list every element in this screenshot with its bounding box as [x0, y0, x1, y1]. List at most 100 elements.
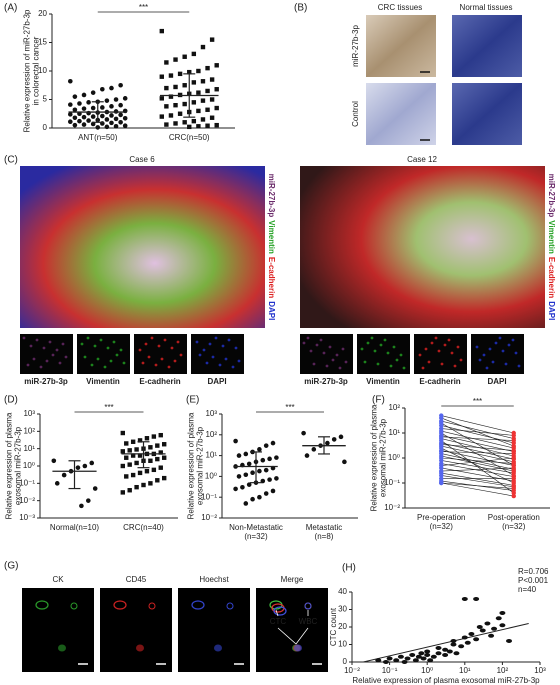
signal-dot — [309, 349, 313, 353]
point — [109, 113, 114, 118]
signal-dot — [302, 341, 306, 345]
point — [205, 107, 210, 112]
point — [81, 92, 87, 98]
signal-dot — [112, 340, 116, 344]
fluorescence-image — [20, 166, 265, 328]
point — [196, 90, 201, 95]
signal-dot — [418, 353, 422, 357]
x-tick-label: 10⁻¹ — [382, 666, 398, 675]
panel-label: (H) — [342, 563, 356, 574]
point — [458, 644, 465, 649]
pair-line — [441, 445, 514, 463]
point — [144, 469, 150, 474]
point — [435, 646, 442, 650]
y-tick-label: 10¹ — [388, 428, 400, 437]
micrograph — [452, 15, 522, 77]
point — [164, 85, 169, 91]
point — [257, 494, 262, 500]
point — [151, 467, 157, 473]
signal-dot — [179, 353, 183, 357]
point — [409, 653, 416, 657]
point — [257, 468, 262, 474]
point — [134, 484, 139, 490]
point — [257, 447, 262, 452]
signal-dot — [392, 345, 396, 349]
panel-label: (D) — [4, 395, 18, 406]
signal-dot — [319, 338, 323, 342]
signal-dot — [39, 365, 43, 369]
point — [511, 493, 516, 499]
point — [164, 122, 169, 127]
point — [109, 85, 114, 91]
y-tick-label: 10⁻² — [384, 503, 400, 512]
point — [124, 474, 129, 479]
point — [191, 100, 197, 105]
signal-dot — [488, 347, 492, 351]
significance-label: *** — [139, 3, 148, 12]
point — [214, 87, 219, 92]
point — [246, 461, 252, 467]
panel-label: (B) — [294, 3, 307, 14]
signal-dot — [328, 345, 332, 349]
signal-dot — [221, 344, 225, 348]
point — [54, 481, 60, 486]
point — [141, 482, 146, 488]
point — [177, 111, 183, 116]
channel-image — [300, 334, 353, 374]
channel-label: miR-27b-3p — [24, 377, 68, 386]
point — [488, 633, 495, 638]
signal-dot — [395, 358, 399, 362]
point — [168, 113, 174, 118]
point — [246, 482, 252, 487]
point — [191, 51, 197, 57]
y-tick-label: 10⁻² — [201, 513, 217, 522]
point — [137, 438, 143, 443]
point — [173, 57, 178, 62]
x-tick-label: Normal(n=10) — [50, 523, 99, 532]
signal-dot — [511, 338, 515, 342]
pair-line — [441, 420, 514, 439]
annotation: n=40 — [518, 585, 537, 594]
y-tick-label: 15 — [38, 38, 47, 47]
point — [214, 105, 219, 111]
point — [113, 97, 119, 102]
point — [127, 488, 132, 493]
case-label: Case 12 — [407, 155, 437, 164]
y-tick-label: 10⁰ — [205, 472, 217, 481]
point — [164, 60, 169, 65]
signal-dot — [205, 361, 209, 365]
channel-label: CD45 — [126, 575, 147, 584]
signal-dot — [237, 359, 241, 363]
cell-label: WBC — [299, 617, 318, 626]
cell — [214, 644, 222, 652]
signal-dot — [48, 340, 52, 344]
y-axis-title: Relative expression of plasmaexosomal mi… — [5, 412, 23, 519]
channel-label: DAPI — [207, 377, 226, 386]
point — [267, 456, 272, 462]
signal-dot — [99, 338, 103, 342]
y-tick-label: 0 — [343, 657, 348, 666]
panel-label: (F) — [372, 395, 385, 406]
point — [68, 78, 73, 84]
point — [304, 453, 310, 458]
signal-dot — [437, 349, 441, 353]
signal-dot — [494, 341, 498, 345]
signal-dot — [115, 353, 119, 357]
annotation: P<0.001 — [518, 576, 549, 585]
point — [148, 458, 153, 463]
point — [375, 658, 382, 663]
point — [233, 486, 238, 492]
x-tick-label: Metastatic (n=8) — [306, 523, 342, 541]
y-tick-label: 20 — [38, 9, 47, 18]
point — [134, 447, 139, 452]
arrow — [277, 627, 297, 645]
point — [109, 104, 114, 109]
point — [393, 658, 400, 663]
signal-dot — [379, 343, 383, 347]
signal-dot — [86, 336, 90, 340]
point — [158, 465, 163, 470]
panel-label: (G) — [4, 561, 18, 572]
pair-line — [441, 435, 514, 452]
signal-dot — [141, 361, 145, 365]
signal-dot — [80, 342, 84, 346]
